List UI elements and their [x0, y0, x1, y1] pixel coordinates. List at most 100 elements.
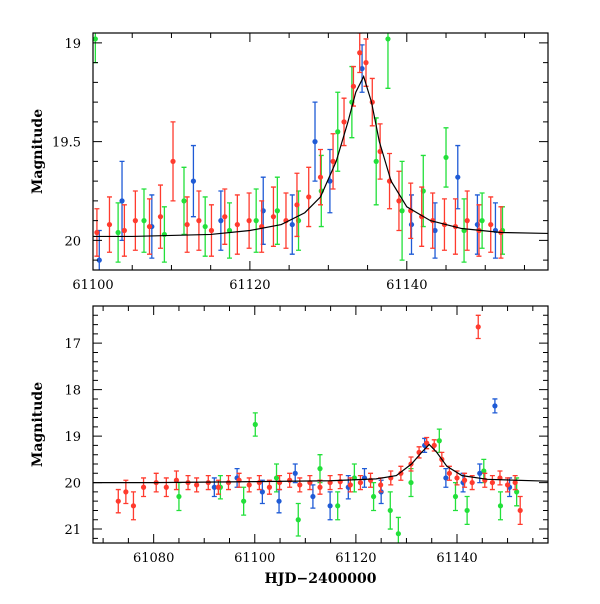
bottom-red-filter-point: [297, 482, 303, 488]
top-red-filter-point: [94, 229, 100, 236]
bottom-green-filter-point: [436, 438, 442, 444]
top-red-filter-point: [341, 119, 347, 125]
top-red-filter-point: [350, 83, 357, 89]
top-blue-filter-point: [312, 139, 318, 145]
top-y-axis-title: Magnitude: [30, 109, 46, 194]
top-green-filter-point: [181, 198, 187, 204]
bottom-red-filter-point: [194, 482, 200, 488]
bottom-green-filter-point: [370, 493, 377, 500]
top-blue-filter-point: [432, 227, 438, 234]
bottom-green-filter-point: [176, 493, 182, 500]
bottom-red-filter-point: [287, 477, 293, 483]
top-red-filter-point: [208, 227, 215, 234]
top-red-filter-point: [246, 218, 252, 224]
bottom-green-filter-point: [273, 475, 280, 481]
bottom-x-tick-label: 61080: [133, 551, 174, 566]
bottom-green-filter-point: [317, 466, 323, 472]
bottom-red-filter-point: [256, 479, 262, 486]
top-red-filter-point: [357, 50, 363, 56]
top-green-filter-point: [373, 158, 379, 164]
top-blue-filter-point: [218, 218, 224, 224]
top-y-tick-label: 20: [64, 234, 81, 249]
bottom-red-filter-point: [130, 503, 137, 509]
bottom-red-filter-point: [357, 479, 364, 486]
bottom-y-axis-title: Magnitude: [30, 382, 46, 467]
bottom-model-curve: [93, 443, 548, 484]
top-model-curve: [93, 74, 548, 238]
bottom-y-tick-label: 19: [64, 430, 81, 445]
bottom-red-filter-point: [424, 440, 430, 446]
bottom-red-filter-point: [504, 482, 511, 488]
bottom-red-filter-point: [163, 484, 169, 490]
bottom-red-filter-point: [347, 482, 353, 488]
bottom-blue-filter-point: [492, 403, 498, 409]
bottom-x-tick-label: 61120: [335, 551, 376, 566]
top-green-filter-point: [253, 218, 259, 224]
top-green-filter-point: [399, 208, 405, 214]
bottom-green-filter-point: [481, 468, 487, 474]
top-red-filter-point: [270, 214, 277, 220]
top-red-filter-point: [184, 221, 190, 228]
bottom-green-filter-point: [514, 489, 520, 495]
bottom-green-filter-point: [252, 421, 258, 428]
bottom-blue-filter-point: [259, 489, 265, 495]
top-plot-frame: [92, 32, 549, 271]
top-green-filter-point: [479, 218, 485, 224]
top-red-filter-point: [157, 214, 164, 220]
bottom-red-filter-point: [454, 475, 460, 481]
bottom-blue-filter-point: [292, 470, 298, 476]
top-red-filter-point: [121, 227, 127, 234]
top-blue-filter-point: [408, 221, 415, 228]
bottom-red-filter-point: [398, 470, 404, 476]
bottom-blue-filter-point: [211, 484, 217, 490]
top-red-filter-point: [317, 174, 324, 180]
bottom-green-filter-point: [387, 507, 393, 514]
top-red-filter-point: [222, 214, 228, 220]
top-red-filter-point: [464, 218, 470, 224]
bottom-red-filter-point: [115, 498, 121, 504]
top-green-filter-point: [161, 231, 167, 238]
top-green-filter-point: [274, 208, 280, 214]
top-green-filter-point: [443, 154, 449, 161]
top-green-filter-point: [385, 36, 391, 42]
top-blue-filter-point: [119, 198, 125, 204]
top-plot-area: [93, 33, 548, 270]
top-green-filter-point: [141, 218, 147, 224]
bottom-red-filter-point: [469, 479, 475, 486]
bottom-red-filter-point: [246, 482, 252, 488]
bottom-red-filter-point: [123, 489, 129, 495]
bottom-y-tick-label: 18: [64, 384, 81, 399]
bottom-y-tick-label: 21: [64, 523, 81, 538]
bottom-green-filter-point: [408, 479, 414, 486]
top-blue-filter-point: [96, 257, 102, 263]
top-x-tick-label: 61140: [386, 278, 427, 293]
bottom-y-tick-label: 20: [64, 477, 81, 492]
bottom-red-filter-point: [431, 442, 437, 449]
bottom-plot-area: [93, 314, 548, 543]
bottom-red-filter-point: [517, 507, 523, 514]
bottom-red-filter-point: [225, 479, 232, 486]
top-x-tick-label: 61120: [229, 278, 270, 293]
bottom-y-tick-label: 17: [64, 337, 81, 352]
top-red-filter-point: [196, 218, 202, 224]
bottom-red-filter-point: [489, 479, 495, 486]
bottom-x-axis-title: HJD−2400000: [265, 571, 377, 587]
bottom-blue-filter-point: [276, 498, 282, 504]
top-red-filter-point: [363, 60, 369, 66]
bottom-blue-filter-point: [443, 475, 449, 481]
bottom-red-filter-point: [317, 484, 323, 490]
bottom-green-filter-point: [452, 493, 459, 500]
top-green-filter-point: [115, 229, 121, 236]
bottom-red-filter-point: [173, 477, 180, 483]
bottom-blue-filter-point: [477, 470, 483, 476]
top-green-filter-point: [93, 36, 98, 42]
top-red-filter-point: [234, 221, 240, 228]
top-green-filter-point: [226, 227, 233, 234]
top-red-filter-point: [170, 158, 176, 164]
bottom-green-filter-point: [241, 498, 247, 504]
bottom-blue-filter-point: [327, 503, 333, 509]
bottom-x-tick-label: 61140: [436, 551, 477, 566]
bottom-red-filter-point: [215, 484, 221, 490]
bottom-plot-frame: [92, 305, 549, 544]
